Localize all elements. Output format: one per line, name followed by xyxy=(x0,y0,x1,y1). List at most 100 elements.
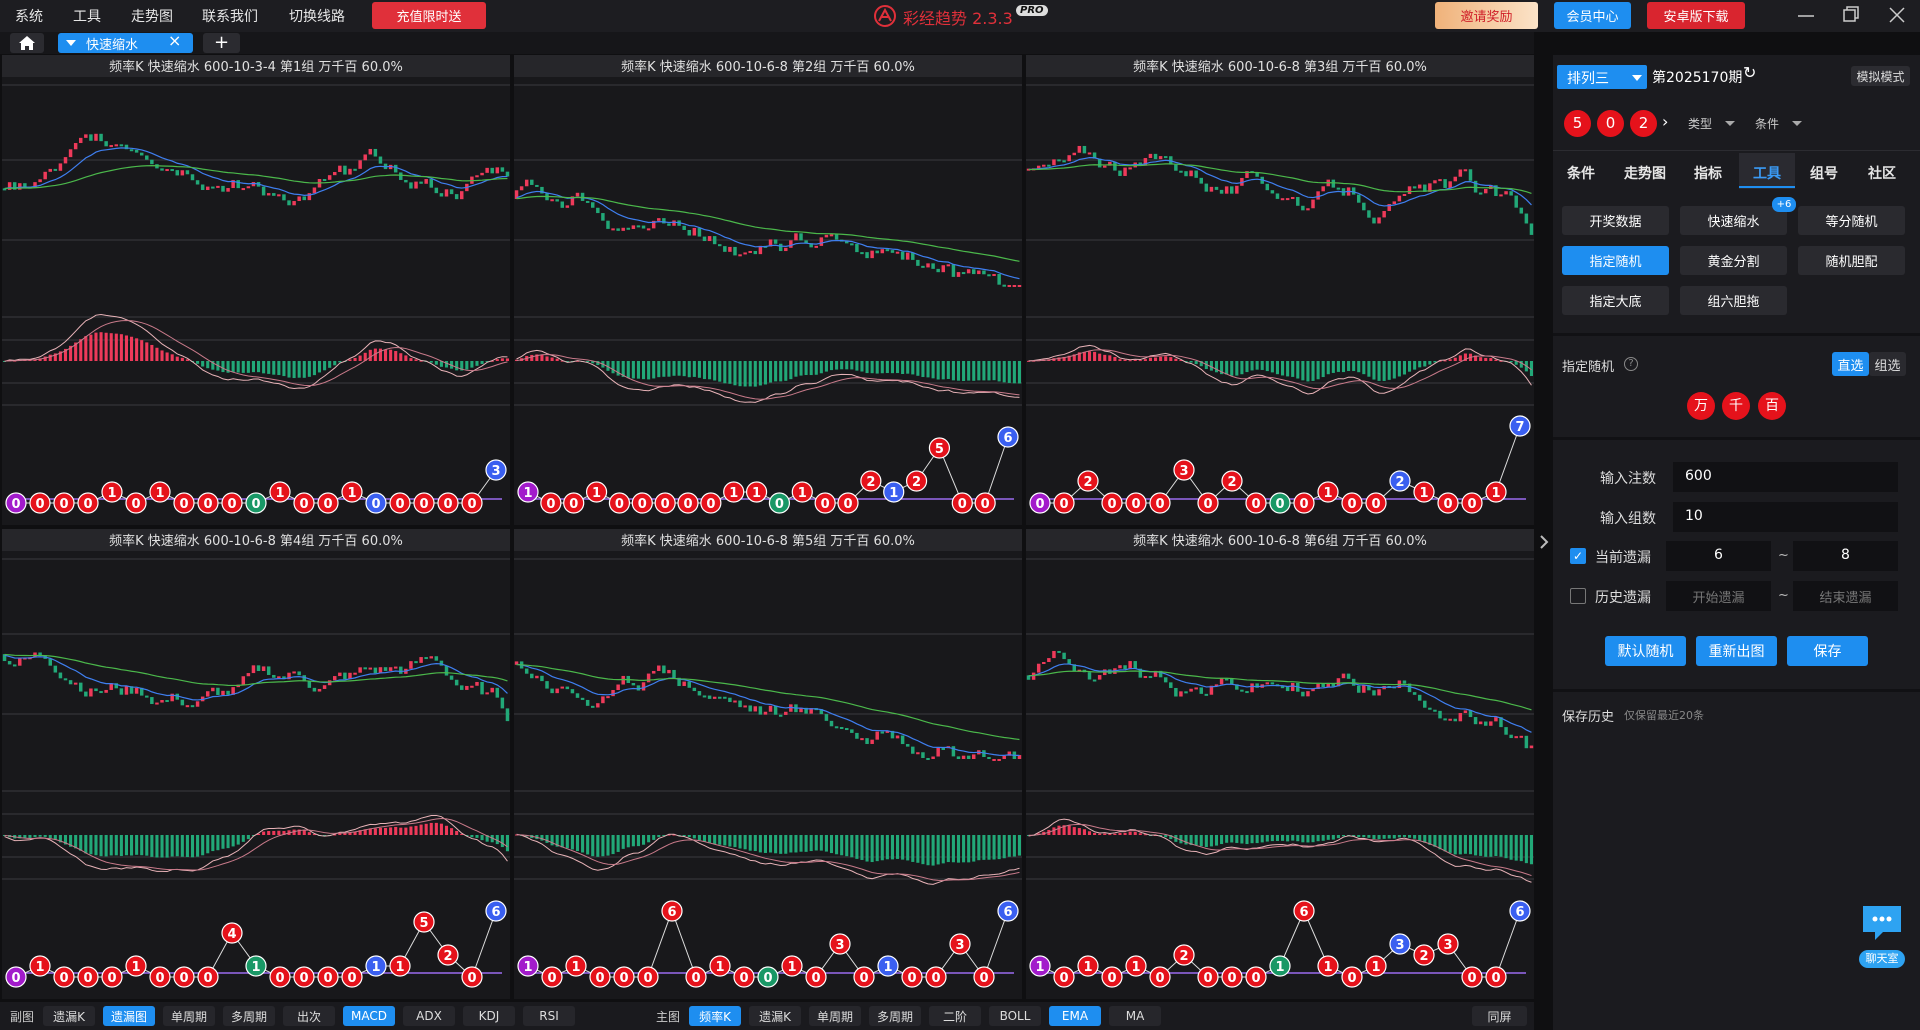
tool-button[interactable]: 等分随机 xyxy=(1798,206,1905,235)
tool-button[interactable]: 指定随机 xyxy=(1562,246,1669,275)
omission-badge xyxy=(565,955,587,977)
tool-button[interactable]: 快速缩水 xyxy=(1680,206,1787,235)
text-input[interactable]: 8 xyxy=(1793,541,1898,571)
candle xyxy=(718,244,722,247)
macd-bar xyxy=(1316,361,1320,380)
text-input[interactable]: 10 xyxy=(1673,502,1898,532)
tool-button[interactable]: 黄金分割 xyxy=(1680,246,1787,275)
indicator-button[interactable]: 单周期 xyxy=(809,1006,861,1026)
mode-toggle[interactable]: 组选 xyxy=(1869,352,1906,376)
vip-button[interactable]: 会员中心 xyxy=(1554,2,1631,29)
indicator-button[interactable]: MA xyxy=(1109,1006,1161,1026)
menu-item[interactable]: 系统 xyxy=(15,9,43,25)
window-controls[interactable] xyxy=(1795,1,1915,31)
macd-bar xyxy=(713,361,717,381)
position-ball[interactable]: 百 xyxy=(1758,392,1786,420)
mode-toggle[interactable]: 直选 xyxy=(1832,352,1869,376)
side-tab[interactable]: 条件 xyxy=(1567,166,1595,182)
home-button[interactable] xyxy=(10,33,44,53)
omission-badge xyxy=(677,492,699,514)
indicator-button[interactable]: 二阶 xyxy=(929,1006,981,1026)
same-screen-button[interactable]: 同屏 xyxy=(1472,1006,1527,1026)
macd-bar xyxy=(692,835,696,839)
android-button[interactable]: 安卓版下载 xyxy=(1647,2,1745,29)
indicator-button[interactable]: 多周期 xyxy=(223,1006,275,1026)
tab-add[interactable]: + xyxy=(203,33,240,53)
tool-button[interactable]: 指定大底 xyxy=(1562,286,1669,315)
macd-bar xyxy=(1012,835,1016,857)
indicator-button[interactable]: 遗漏K xyxy=(43,1006,95,1026)
side-tab[interactable]: 社区 xyxy=(1868,166,1896,182)
macd-bar xyxy=(267,361,271,374)
macd-bar xyxy=(1474,835,1478,856)
refresh-icon[interactable]: ↻ xyxy=(1743,63,1757,82)
candle xyxy=(611,228,615,231)
indicator-button[interactable]: 出次 xyxy=(283,1006,335,1026)
menu-item[interactable]: 工具 xyxy=(73,9,101,25)
position-ball[interactable]: 千 xyxy=(1722,392,1750,420)
filter-select[interactable]: 条件 xyxy=(1755,117,1780,131)
candle xyxy=(424,657,428,660)
macd-bar xyxy=(1413,361,1417,370)
collapse-arrow[interactable] xyxy=(1537,532,1551,552)
draw-ball: 5 xyxy=(1564,110,1591,137)
macd-bar xyxy=(450,828,454,835)
tab-active[interactable]: 快速缩水 × xyxy=(58,31,193,53)
tool-button[interactable]: 组六胆拖 xyxy=(1680,286,1787,315)
omission-badge xyxy=(365,955,387,977)
macd-bar xyxy=(1164,356,1168,361)
macd-bar xyxy=(1367,361,1371,377)
side-tab[interactable]: 工具 xyxy=(1753,166,1781,182)
candle xyxy=(292,671,296,674)
side-tab[interactable]: 组号 xyxy=(1810,166,1838,182)
indicator-button[interactable]: RSI xyxy=(523,1006,575,1026)
checkbox[interactable]: ✓ xyxy=(1570,548,1586,564)
omission-badge xyxy=(877,955,899,977)
macd-bar xyxy=(1463,353,1467,361)
candle xyxy=(819,709,824,715)
menu-item[interactable]: 联系我们 xyxy=(202,9,258,25)
side-tab[interactable]: 走势图 xyxy=(1624,166,1666,182)
action-button[interactable]: 重新出图 xyxy=(1696,636,1777,666)
chat-label[interactable]: 聊天室 xyxy=(1859,950,1905,968)
menu-item[interactable]: 走势图 xyxy=(131,9,173,25)
indicator-button[interactable]: ADX xyxy=(403,1006,455,1026)
macd-bar xyxy=(1255,361,1259,370)
macd-bar xyxy=(231,835,235,847)
action-button[interactable]: 默认随机 xyxy=(1605,636,1686,666)
indicator-button[interactable]: BOLL xyxy=(989,1006,1041,1026)
checkbox[interactable] xyxy=(1570,588,1586,604)
tool-button[interactable]: 随机胆配 xyxy=(1798,246,1905,275)
indicator-button[interactable]: EMA xyxy=(1049,1006,1101,1026)
omission-badge-label: 1 xyxy=(251,960,260,975)
indicator-button[interactable]: 单周期 xyxy=(163,1006,215,1026)
tab-close[interactable]: × xyxy=(168,31,182,50)
omission-badge xyxy=(949,933,971,955)
text-input[interactable]: 6 xyxy=(1666,541,1771,571)
chat-icon[interactable] xyxy=(1857,900,1907,944)
indicator-button[interactable]: 遗漏K xyxy=(749,1006,801,1026)
indicator-button[interactable]: MACD xyxy=(343,1006,395,1026)
tool-button[interactable]: 开奖数据 xyxy=(1562,206,1669,235)
indicator-button[interactable]: 频率K xyxy=(689,1006,741,1026)
filter-select[interactable]: 类型 xyxy=(1688,117,1713,131)
action-button[interactable]: 保存 xyxy=(1787,636,1868,666)
promo-button[interactable]: 充值限时送 xyxy=(372,2,486,29)
invite-button[interactable]: 邀请奖励 xyxy=(1435,2,1538,29)
menu-item[interactable]: 切换线路 xyxy=(289,9,345,25)
candle xyxy=(68,149,73,158)
position-ball[interactable]: 万 xyxy=(1687,392,1715,420)
macd-bar xyxy=(936,835,940,865)
omission-badge-label: 0 xyxy=(1035,497,1044,512)
macd-bar xyxy=(485,361,489,362)
text-input[interactable]: 开始遗漏 xyxy=(1666,581,1771,611)
indicator-button[interactable]: 遗漏图 xyxy=(103,1006,155,1026)
indicator-button[interactable]: KDJ xyxy=(463,1006,515,1026)
text-input[interactable]: 600 xyxy=(1673,462,1898,492)
candle xyxy=(485,692,489,695)
mode-button[interactable]: 模拟模式 xyxy=(1851,66,1910,86)
indicator-button[interactable]: 多周期 xyxy=(869,1006,921,1026)
text-input[interactable]: 结束遗漏 xyxy=(1793,581,1898,611)
candle xyxy=(778,243,783,252)
side-tab[interactable]: 指标 xyxy=(1694,166,1722,182)
